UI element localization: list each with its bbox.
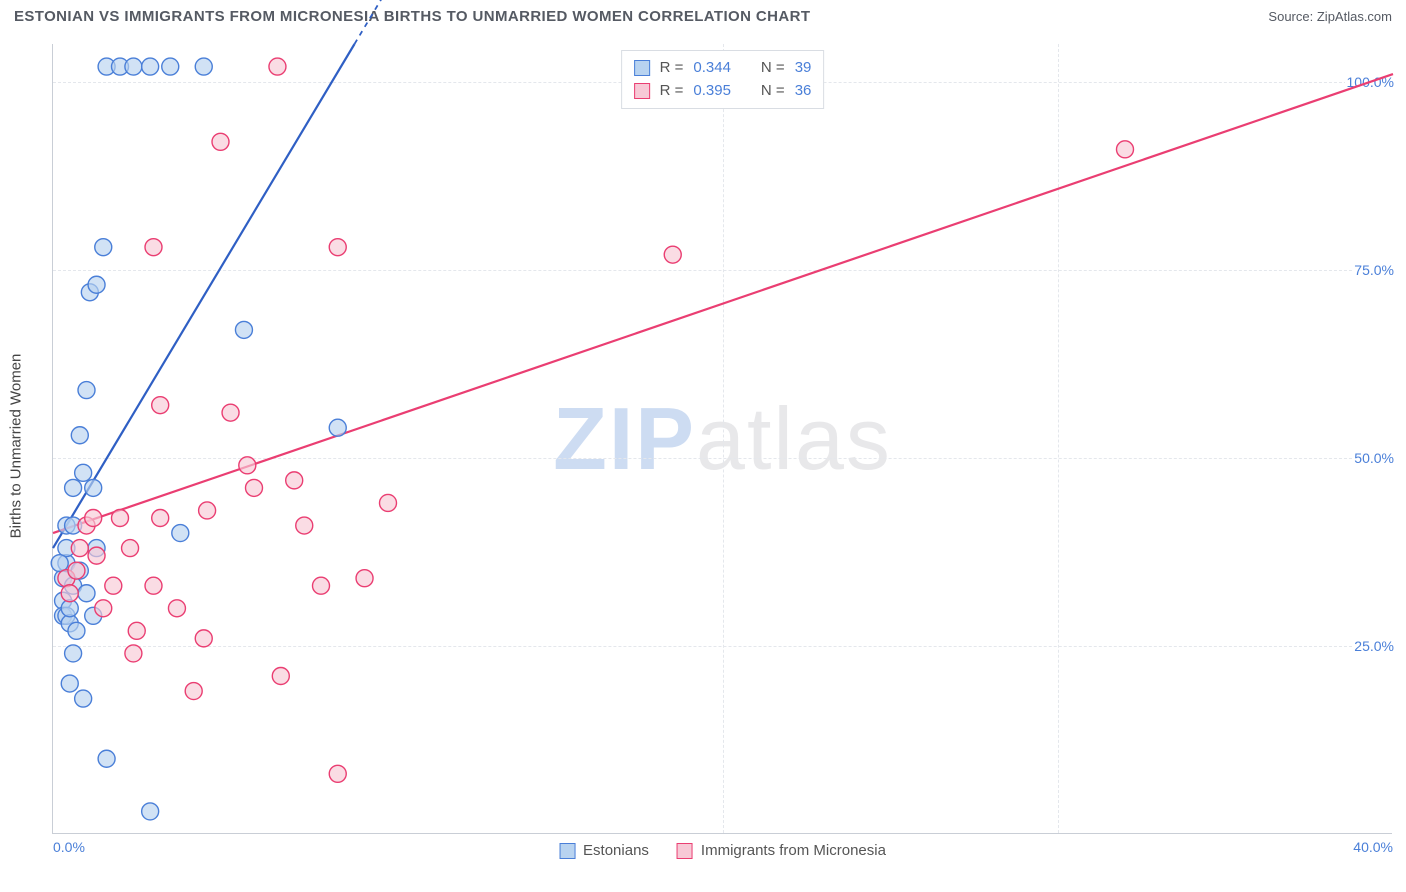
data-point-estonians [65, 645, 82, 662]
data-point-estonians [95, 239, 112, 256]
data-point-micronesia [152, 397, 169, 414]
stats-r-value: 0.395 [693, 80, 731, 103]
legend-item-micronesia: Immigrants from Micronesia [677, 842, 886, 859]
data-point-estonians [125, 58, 142, 75]
data-point-estonians [75, 464, 92, 481]
data-point-estonians [71, 427, 88, 444]
legend-item-estonians: Estonians [559, 842, 649, 859]
data-point-micronesia [269, 58, 286, 75]
chart-plot-area: ZIPatlas 25.0%50.0%75.0%100.0%0.0%40.0% … [52, 44, 1392, 834]
source-link[interactable]: ZipAtlas.com [1317, 9, 1392, 24]
data-point-estonians [75, 690, 92, 707]
data-point-micronesia [239, 457, 256, 474]
legend-label: Immigrants from Micronesia [701, 842, 886, 859]
x-tick-label: 0.0% [53, 839, 85, 855]
stats-row-micronesia: R = 0.395 N = 36 [634, 80, 812, 103]
data-point-micronesia [85, 510, 102, 527]
data-point-estonians [172, 525, 189, 542]
data-point-micronesia [128, 622, 145, 639]
data-point-estonians [61, 675, 78, 692]
data-point-estonians [78, 585, 95, 602]
data-point-micronesia [212, 133, 229, 150]
legend-label: Estonians [583, 842, 649, 859]
data-point-micronesia [1117, 141, 1134, 158]
data-point-micronesia [71, 540, 88, 557]
data-point-estonians [88, 276, 105, 293]
stats-n-label: N = [761, 57, 785, 80]
stats-n-value: 39 [795, 57, 812, 80]
y-axis-label: Births to Unmarried Women [8, 354, 25, 539]
bottom-legend: Estonians Immigrants from Micronesia [559, 842, 886, 859]
data-point-micronesia [199, 502, 216, 519]
data-point-estonians [195, 58, 212, 75]
data-point-micronesia [105, 577, 122, 594]
legend-swatch-micronesia [677, 843, 693, 859]
data-point-estonians [142, 803, 159, 820]
stats-r-value: 0.344 [693, 57, 731, 80]
data-point-estonians [329, 419, 346, 436]
legend-swatch-estonians [559, 843, 575, 859]
data-point-estonians [68, 622, 85, 639]
data-point-micronesia [286, 472, 303, 489]
data-point-micronesia [195, 630, 212, 647]
data-point-micronesia [88, 547, 105, 564]
source-label: Source: [1268, 9, 1313, 24]
data-point-micronesia [125, 645, 142, 662]
data-point-micronesia [68, 562, 85, 579]
data-point-estonians [162, 58, 179, 75]
data-point-micronesia [664, 246, 681, 263]
data-point-estonians [98, 750, 115, 767]
data-point-micronesia [112, 510, 129, 527]
data-point-micronesia [145, 577, 162, 594]
stats-swatch-micronesia [634, 83, 650, 99]
data-point-estonians [142, 58, 159, 75]
data-point-micronesia [272, 668, 289, 685]
stats-row-estonians: R = 0.344 N = 39 [634, 57, 812, 80]
data-point-micronesia [122, 540, 139, 557]
data-point-micronesia [313, 577, 330, 594]
x-tick-label: 40.0% [1353, 839, 1393, 855]
data-point-micronesia [380, 494, 397, 511]
stats-n-label: N = [761, 80, 785, 103]
data-point-estonians [65, 479, 82, 496]
stats-n-value: 36 [795, 80, 812, 103]
data-point-micronesia [61, 585, 78, 602]
stats-r-label: R = [660, 80, 684, 103]
data-point-micronesia [222, 404, 239, 421]
data-point-estonians [235, 321, 252, 338]
data-point-micronesia [329, 765, 346, 782]
scatter-svg [53, 44, 1392, 833]
data-point-estonians [85, 479, 102, 496]
data-point-estonians [78, 382, 95, 399]
data-point-micronesia [185, 683, 202, 700]
stats-r-label: R = [660, 57, 684, 80]
stats-swatch-estonians [634, 60, 650, 76]
source-attribution: Source: ZipAtlas.com [1268, 9, 1392, 24]
data-point-micronesia [95, 600, 112, 617]
data-point-micronesia [329, 239, 346, 256]
data-point-micronesia [296, 517, 313, 534]
data-point-micronesia [152, 510, 169, 527]
data-point-micronesia [246, 479, 263, 496]
stats-legend-box: R = 0.344 N = 39 R = 0.395 N = 36 [621, 50, 825, 109]
data-point-micronesia [356, 570, 373, 587]
chart-title: ESTONIAN VS IMMIGRANTS FROM MICRONESIA B… [14, 8, 810, 25]
data-point-micronesia [168, 600, 185, 617]
data-point-micronesia [145, 239, 162, 256]
